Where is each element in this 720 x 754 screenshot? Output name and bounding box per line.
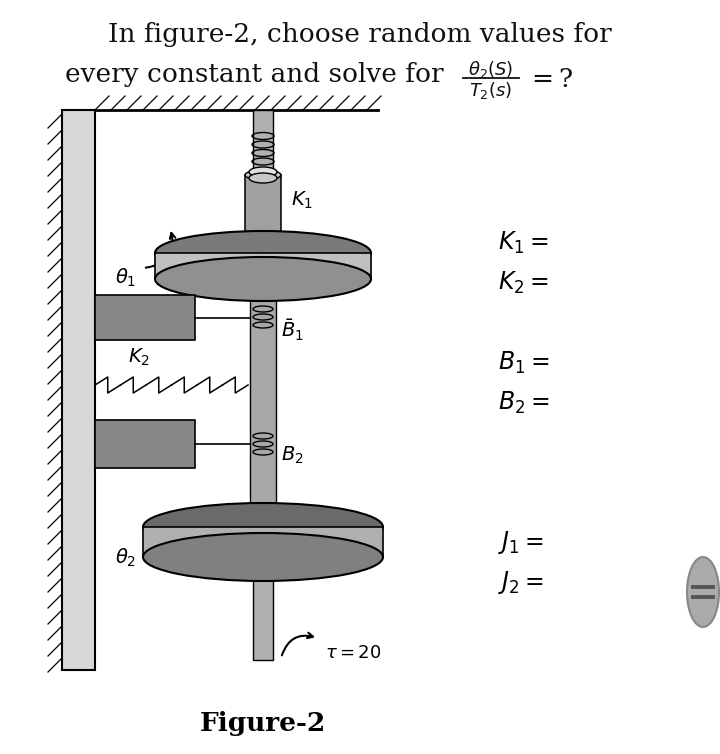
Text: In figure-2, choose random values for: In figure-2, choose random values for — [108, 22, 612, 47]
Ellipse shape — [155, 257, 371, 301]
Text: $B_1 =$: $B_1 =$ — [498, 350, 549, 376]
Ellipse shape — [245, 170, 281, 180]
Bar — [253, 110, 273, 175]
Bar — [155, 253, 371, 279]
Text: $J_2 =$: $J_2 =$ — [498, 569, 544, 596]
Text: $=$?: $=$? — [526, 67, 573, 92]
Ellipse shape — [143, 503, 383, 551]
Bar — [95, 295, 195, 340]
Text: $\bar{B}_1$: $\bar{B}_1$ — [281, 317, 304, 342]
Bar — [245, 175, 281, 253]
Bar — [250, 279, 276, 527]
Text: $\tau = 20$: $\tau = 20$ — [325, 644, 382, 662]
Bar — [95, 420, 195, 468]
Ellipse shape — [249, 167, 277, 177]
Text: every constant and solve for: every constant and solve for — [65, 62, 444, 87]
Ellipse shape — [687, 557, 719, 627]
Text: $B_2 =$: $B_2 =$ — [498, 390, 549, 416]
Ellipse shape — [249, 173, 277, 183]
Bar — [62, 110, 95, 670]
Text: $\theta_2$: $\theta_2$ — [115, 547, 136, 569]
Text: $J_1 =$: $J_1 =$ — [498, 529, 544, 556]
Text: 2: 2 — [373, 533, 383, 547]
Text: $K_2$: $K_2$ — [128, 347, 150, 368]
Text: $B_2$: $B_2$ — [281, 444, 304, 466]
Text: Figure-2: Figure-2 — [200, 712, 326, 737]
Text: $K_1 =$: $K_1 =$ — [498, 230, 549, 256]
Ellipse shape — [143, 533, 383, 581]
Text: $K_1$: $K_1$ — [291, 189, 313, 210]
Text: $T_2(s)$: $T_2(s)$ — [469, 80, 513, 101]
Ellipse shape — [155, 231, 371, 275]
Bar — [143, 527, 383, 557]
Bar — [253, 557, 273, 660]
Text: $\theta_1$: $\theta_1$ — [115, 267, 136, 289]
Text: $K_2 =$: $K_2 =$ — [498, 270, 549, 296]
Text: $\theta_2(S)$: $\theta_2(S)$ — [468, 59, 513, 80]
